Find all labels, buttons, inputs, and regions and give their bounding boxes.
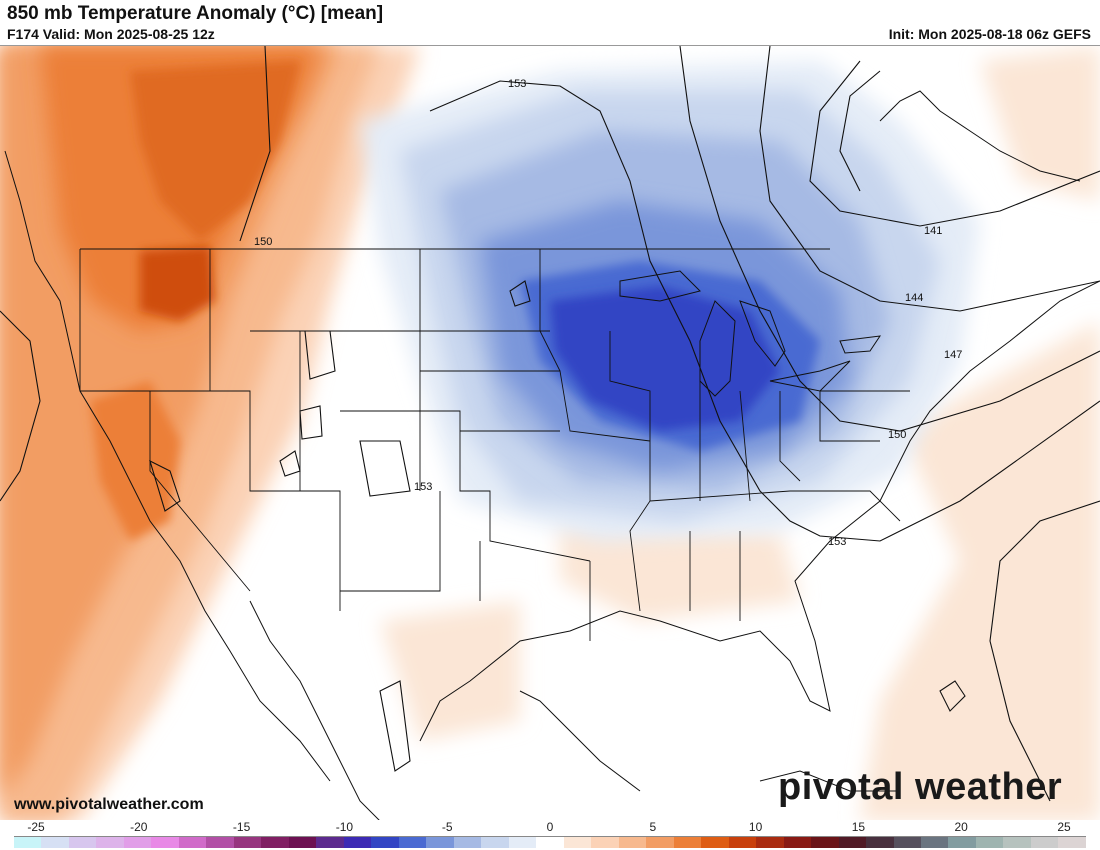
colorbar-swatch <box>426 837 454 848</box>
colorbar-tick-label: 20 <box>954 820 968 834</box>
colorbar-swatch <box>151 837 179 848</box>
colorbar-tick-label: 15 <box>851 820 866 834</box>
colorbar-swatch <box>481 837 509 848</box>
colorbar-swatch <box>1030 837 1059 848</box>
colorbar-swatch <box>728 837 757 848</box>
colorbar-tick-label: -5 <box>441 820 453 834</box>
colorbar-swatch <box>206 837 234 848</box>
colorbar-tick-label: -20 <box>130 820 148 834</box>
colorbar-tick-label: 5 <box>649 820 657 834</box>
colorbar-swatch <box>563 837 592 848</box>
map-canvas: 153 150 141 144 147 150 153 153 <box>0 46 1100 820</box>
colorbar-tick-label: 0 <box>546 820 554 834</box>
chart-title: 850 mb Temperature Anomaly (°C) [mean] <box>7 3 384 24</box>
contour-label: 153 <box>414 481 432 493</box>
contour-label: 147 <box>944 349 962 361</box>
colorbar-swatch <box>811 837 839 848</box>
colorbar-tick-label: 25 <box>1057 820 1071 834</box>
weather-map[interactable]: 153 150 141 144 147 150 153 153 <box>0 45 1100 820</box>
warm-anomaly-shading <box>0 46 1100 820</box>
colorbar-swatch <box>123 837 152 848</box>
chart-header: 850 mb Temperature Anomaly (°C) [mean] F… <box>0 0 1100 45</box>
colorbar-tick-labels: -25 -20 -15 -10 -5 0 5 10 15 20 25 <box>0 820 1100 834</box>
brand-logo: pivotal weather <box>778 766 1063 808</box>
contour-label: 141 <box>924 225 942 237</box>
colorbar-swatch <box>1058 837 1086 848</box>
colorbar-swatch <box>343 837 372 848</box>
state-borders <box>79 248 910 641</box>
coastlines <box>4 90 1100 820</box>
colorbar-swatch <box>948 837 976 848</box>
colorbar-swatch <box>646 837 674 848</box>
contour-labels: 153 150 141 144 147 150 153 153 <box>254 78 962 548</box>
colorbar-swatch <box>975 837 1004 848</box>
contour-label: 150 <box>888 429 906 441</box>
colorbar-swatch <box>14 837 42 848</box>
contour-label: 153 <box>508 78 526 90</box>
colorbar-swatch <box>673 837 702 848</box>
colorbar-swatch <box>233 837 262 848</box>
colorbar-swatch <box>866 837 894 848</box>
colorbar-tick-label: -25 <box>27 820 45 834</box>
cold-anomaly-shading <box>360 61 980 541</box>
contour-label: 150 <box>254 236 272 248</box>
colorbar-swatch <box>261 837 289 848</box>
colorbar-swatch <box>96 837 124 848</box>
colorbar-swatch <box>618 837 647 848</box>
colorbar-swatch <box>756 837 784 848</box>
model-init-time: Init: Mon 2025-08-18 06z GEFS <box>888 26 1091 42</box>
colorbar-swatch <box>701 837 729 848</box>
colorbar-swatch <box>68 837 97 848</box>
colorbar-swatch <box>398 837 427 848</box>
forecast-valid-time: F174 Valid: Mon 2025-08-25 12z <box>7 26 215 42</box>
colorbar-swatch <box>1003 837 1031 848</box>
colorbar-swatch <box>508 837 537 848</box>
colorbar-swatch <box>316 837 344 848</box>
colorbar-swatch <box>591 837 619 848</box>
site-url-watermark: www.pivotalweather.com <box>14 796 204 813</box>
colorbar-tick-label: 10 <box>748 820 763 834</box>
colorbar-swatch <box>371 837 399 848</box>
colorbar-swatch <box>536 837 564 848</box>
contour-label: 144 <box>905 292 923 304</box>
height-contours <box>0 46 1100 802</box>
colorbar-swatch <box>893 837 921 848</box>
colorbar-swatch <box>41 837 69 848</box>
great-lakes <box>619 270 882 397</box>
colorbar-swatch <box>288 837 317 848</box>
colorbar-swatch <box>838 837 867 848</box>
contour-label: 153 <box>828 536 846 548</box>
colorbar <box>14 836 1086 848</box>
colorbar-swatch <box>920 837 949 848</box>
colorbar-swatch <box>783 837 812 848</box>
colorbar-tick-label: -15 <box>232 820 251 834</box>
colorbar-swatch <box>178 837 207 848</box>
colorbar-tick-label: -10 <box>335 820 354 834</box>
colorbar-swatch <box>453 837 482 848</box>
